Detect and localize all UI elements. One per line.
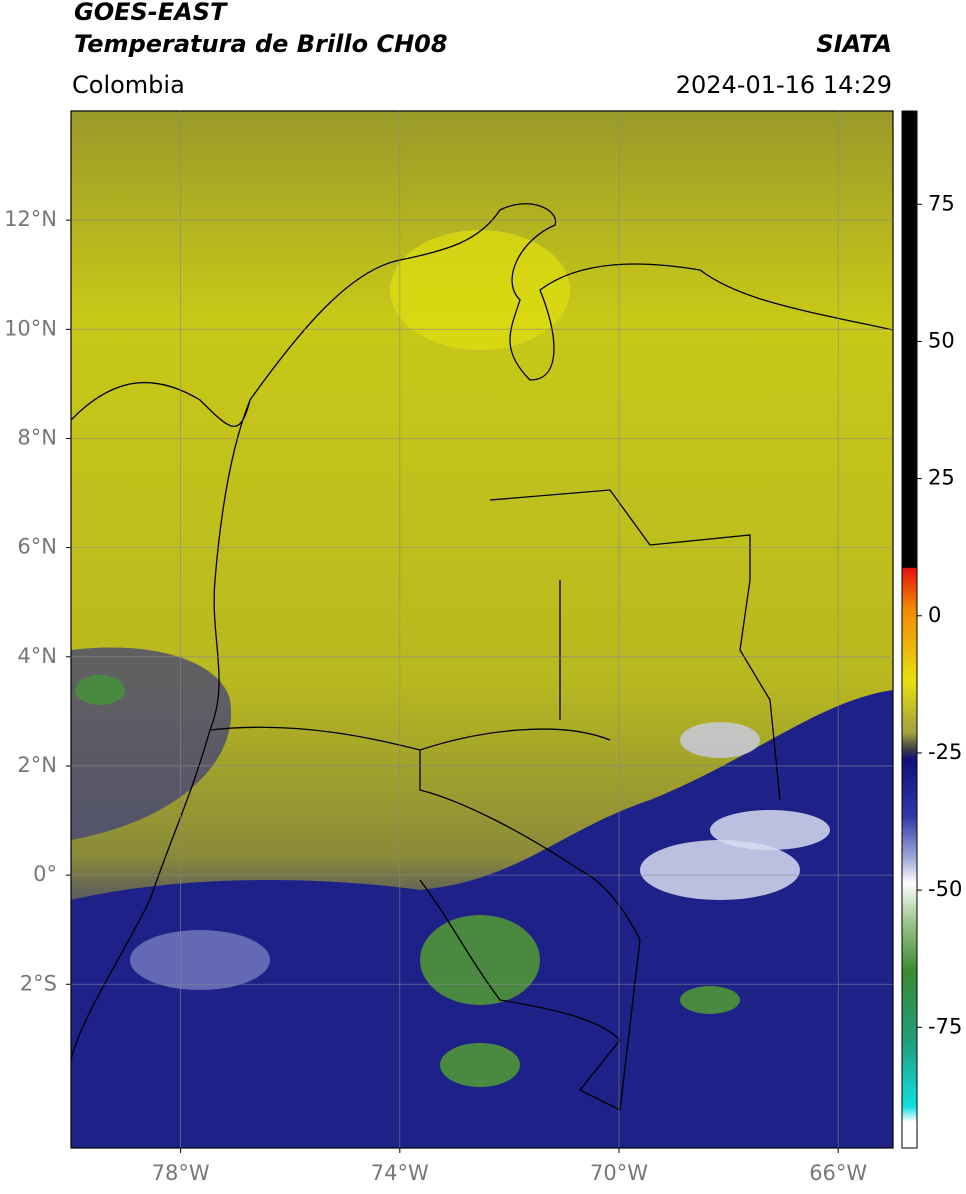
- cloud-top: [130, 930, 270, 990]
- source: SIATA: [816, 30, 892, 58]
- x-tick-label: 66°W: [809, 1161, 867, 1185]
- colorbar-tick-label: 25: [928, 466, 955, 490]
- timestamp: 2024-01-16 14:29: [676, 71, 892, 99]
- warm-region: [390, 230, 570, 350]
- x-tick-label: 78°W: [152, 1161, 210, 1185]
- boundaries: [71, 203, 893, 1111]
- colorbar-tick-label: 75: [928, 191, 955, 215]
- y-tick-label: 2°N: [17, 753, 57, 777]
- colorbar-tick-label: -75: [928, 1014, 962, 1038]
- y-tick-label: 10°N: [4, 316, 57, 340]
- y-tick-label: 8°N: [17, 425, 57, 449]
- region: Colombia: [72, 71, 185, 99]
- y-tick-label: 4°N: [17, 644, 57, 668]
- colorbar-tick-label: 0: [928, 603, 941, 627]
- map-frame: [70, 110, 894, 1149]
- colorbar-tick-label: -25: [928, 740, 962, 764]
- y-tick-label: 0°: [33, 862, 57, 886]
- y-tick-label: 12°N: [4, 207, 57, 231]
- colorbar-tick-label: -50: [928, 877, 962, 901]
- cloud-top: [680, 986, 740, 1014]
- map-image: [71, 111, 893, 1148]
- cloud-top: [75, 675, 125, 705]
- x-tick-label: 74°W: [371, 1161, 429, 1185]
- y-tick-label: 2°S: [20, 971, 57, 995]
- x-tick-label: 70°W: [590, 1161, 648, 1185]
- header: GOES-EAST Temperatura de Brillo CH08 Col…: [72, 0, 892, 99]
- cloud-top: [680, 722, 760, 758]
- cloud-top: [420, 915, 540, 1005]
- subtitle: Temperatura de Brillo CH08: [74, 30, 448, 58]
- cloud-top: [640, 840, 800, 900]
- y-tick-label: 6°N: [17, 535, 57, 559]
- cloud-top: [710, 810, 830, 850]
- title: GOES-EAST: [74, 0, 228, 26]
- colorbar-tick-label: 50: [928, 328, 955, 352]
- cloud-top: [440, 1043, 520, 1087]
- colorbar: [901, 110, 918, 1149]
